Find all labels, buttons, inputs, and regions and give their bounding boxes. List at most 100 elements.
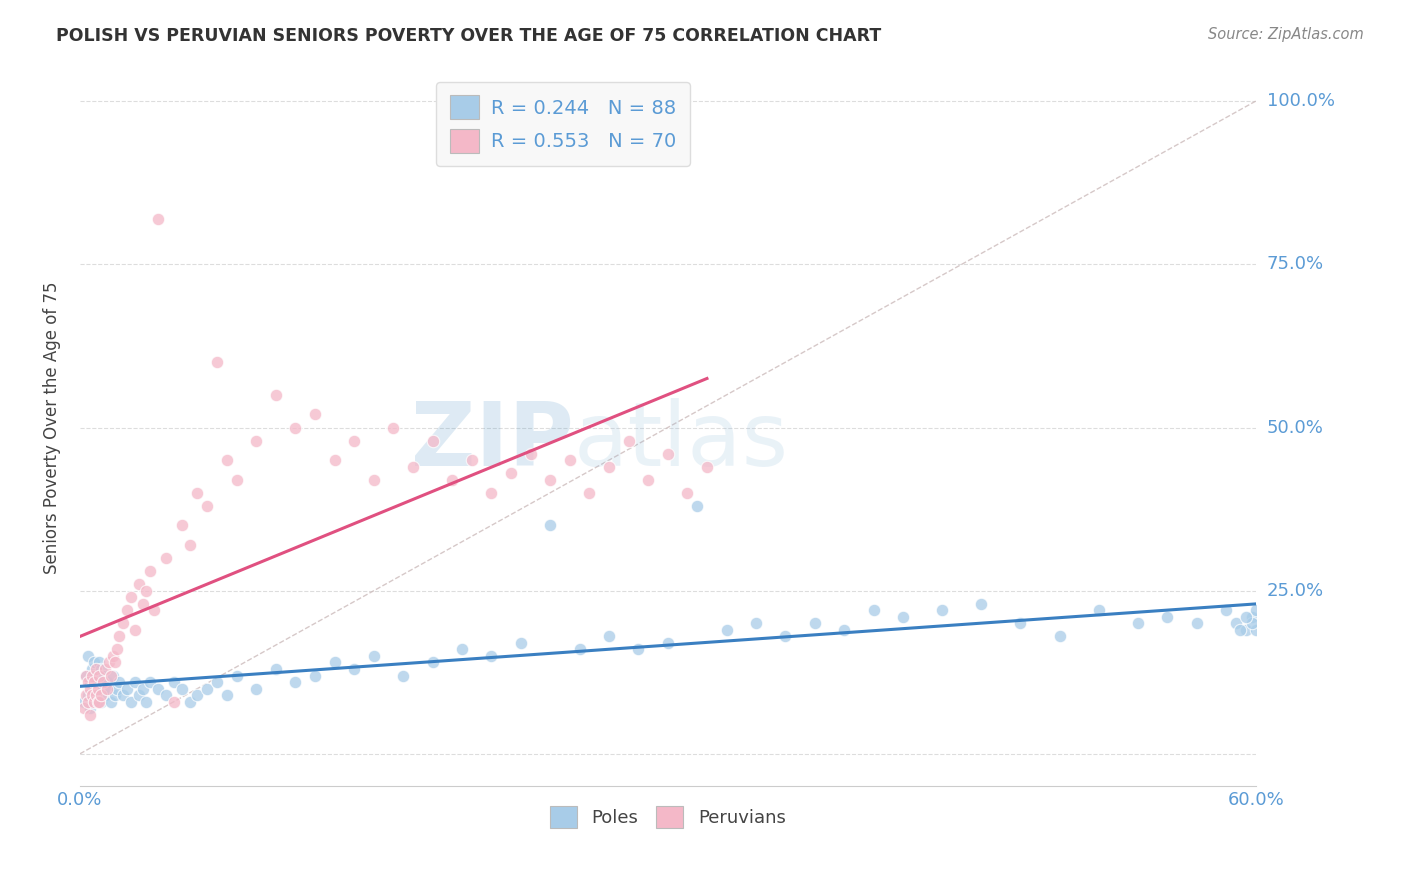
- Point: [93, 681, 115, 696]
- Point: [86, 681, 108, 696]
- Point: [363, 648, 385, 663]
- Point: [402, 459, 425, 474]
- Y-axis label: Seniors Poverty Over the Age of 75: Seniors Poverty Over the Age of 75: [44, 281, 60, 574]
- Point: [86, 675, 108, 690]
- Point: [1088, 603, 1111, 617]
- Point: [83, 656, 105, 670]
- Point: [1156, 609, 1178, 624]
- Point: [84, 688, 107, 702]
- Point: [179, 538, 201, 552]
- Point: [1234, 623, 1257, 637]
- Point: [79, 681, 101, 696]
- Point: [264, 662, 287, 676]
- Point: [79, 701, 101, 715]
- Point: [441, 473, 464, 487]
- Point: [186, 485, 208, 500]
- Point: [803, 616, 825, 631]
- Point: [422, 656, 444, 670]
- Point: [323, 656, 346, 670]
- Point: [392, 668, 415, 682]
- Point: [89, 695, 111, 709]
- Point: [155, 551, 177, 566]
- Point: [139, 564, 162, 578]
- Point: [128, 577, 150, 591]
- Point: [832, 623, 855, 637]
- Point: [1229, 623, 1251, 637]
- Point: [75, 668, 97, 682]
- Point: [479, 648, 502, 663]
- Point: [686, 499, 709, 513]
- Point: [225, 668, 247, 682]
- Point: [148, 681, 170, 696]
- Point: [931, 603, 953, 617]
- Text: 50.0%: 50.0%: [1267, 418, 1323, 436]
- Point: [75, 688, 97, 702]
- Point: [696, 459, 718, 474]
- Point: [657, 447, 679, 461]
- Point: [598, 459, 620, 474]
- Point: [716, 623, 738, 637]
- Point: [245, 681, 267, 696]
- Point: [343, 434, 366, 448]
- Text: 100.0%: 100.0%: [1267, 92, 1334, 110]
- Point: [143, 603, 166, 617]
- Point: [195, 499, 218, 513]
- Point: [105, 642, 128, 657]
- Point: [76, 688, 98, 702]
- Point: [76, 695, 98, 709]
- Point: [163, 695, 186, 709]
- Point: [205, 675, 228, 690]
- Point: [155, 688, 177, 702]
- Point: [195, 681, 218, 696]
- Point: [84, 662, 107, 676]
- Point: [89, 656, 111, 670]
- Point: [90, 695, 112, 709]
- Point: [86, 688, 108, 702]
- Point: [676, 485, 699, 500]
- Point: [225, 473, 247, 487]
- Point: [139, 675, 162, 690]
- Point: [617, 434, 640, 448]
- Point: [1049, 629, 1071, 643]
- Text: POLISH VS PERUVIAN SENIORS POVERTY OVER THE AGE OF 75 CORRELATION CHART: POLISH VS PERUVIAN SENIORS POVERTY OVER …: [56, 27, 882, 45]
- Point: [131, 597, 153, 611]
- Point: [382, 420, 405, 434]
- Point: [970, 597, 993, 611]
- Point: [363, 473, 385, 487]
- Point: [170, 518, 193, 533]
- Point: [499, 466, 522, 480]
- Legend: Poles, Peruvians: Poles, Peruvians: [543, 798, 793, 835]
- Point: [76, 675, 98, 690]
- Point: [627, 642, 650, 657]
- Point: [186, 688, 208, 702]
- Point: [75, 668, 97, 682]
- Point: [103, 668, 125, 682]
- Point: [461, 453, 484, 467]
- Point: [1240, 609, 1263, 624]
- Point: [93, 668, 115, 682]
- Point: [304, 668, 326, 682]
- Point: [79, 707, 101, 722]
- Point: [98, 681, 121, 696]
- Point: [519, 447, 541, 461]
- Point: [135, 583, 157, 598]
- Point: [422, 434, 444, 448]
- Point: [108, 629, 131, 643]
- Point: [1240, 616, 1263, 631]
- Point: [100, 695, 122, 709]
- Point: [115, 603, 138, 617]
- Point: [84, 695, 107, 709]
- Point: [104, 688, 127, 702]
- Point: [538, 518, 561, 533]
- Point: [215, 688, 238, 702]
- Point: [80, 681, 103, 696]
- Point: [170, 681, 193, 696]
- Point: [86, 695, 108, 709]
- Point: [84, 668, 107, 682]
- Point: [111, 616, 134, 631]
- Text: ZIP: ZIP: [411, 399, 574, 485]
- Point: [104, 656, 127, 670]
- Point: [745, 616, 768, 631]
- Point: [76, 648, 98, 663]
- Point: [538, 473, 561, 487]
